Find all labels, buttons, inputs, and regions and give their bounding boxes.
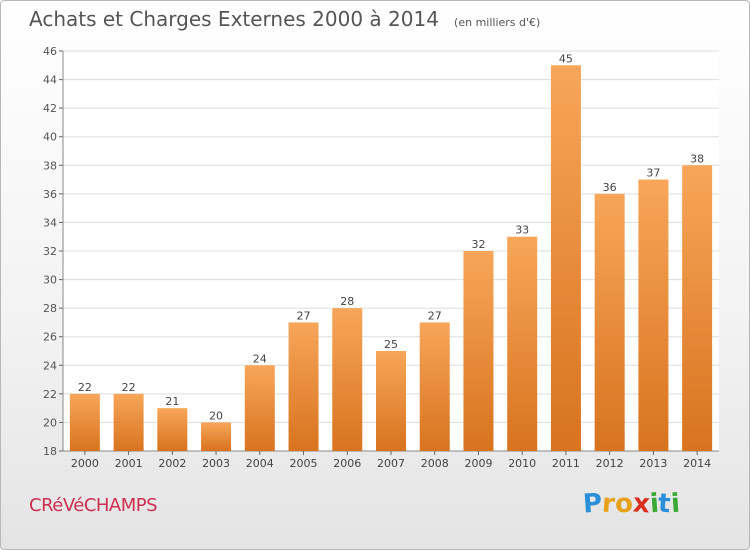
x-tick-label: 2005 xyxy=(290,457,318,470)
bar xyxy=(550,65,581,452)
bar xyxy=(157,408,188,451)
x-tick-label: 2000 xyxy=(71,457,99,470)
bar xyxy=(419,322,450,451)
data-label: 33 xyxy=(515,224,529,237)
data-label: 20 xyxy=(209,409,223,422)
y-tick-label: 40 xyxy=(43,131,57,144)
y-tick-label: 28 xyxy=(43,302,57,315)
data-label: 27 xyxy=(297,309,311,322)
data-label: 24 xyxy=(253,352,267,365)
proxiti-logo: Proxiti xyxy=(581,488,681,520)
bar xyxy=(638,179,669,452)
data-label: 21 xyxy=(165,395,179,408)
y-tick-label: 34 xyxy=(43,216,57,229)
bar xyxy=(113,393,144,451)
data-label: 38 xyxy=(690,152,704,165)
x-tick-label: 2002 xyxy=(158,457,186,470)
bar xyxy=(463,251,494,451)
y-tick-label: 32 xyxy=(43,245,57,258)
data-label: 27 xyxy=(428,309,442,322)
bar xyxy=(376,351,406,451)
logo-letter: i xyxy=(669,488,681,520)
x-tick-label: 2010 xyxy=(508,457,536,470)
x-tick-label: 2014 xyxy=(683,457,711,470)
bar xyxy=(682,165,713,452)
chart-subtitle: (en milliers d'€) xyxy=(454,16,541,29)
y-tick-label: 44 xyxy=(43,74,57,87)
bar xyxy=(332,308,363,451)
data-label: 28 xyxy=(340,295,354,308)
y-tick-label: 36 xyxy=(43,188,57,201)
bar xyxy=(594,193,625,451)
data-label: 45 xyxy=(559,52,573,65)
bar xyxy=(507,236,538,451)
x-tick-label: 2007 xyxy=(377,457,405,470)
x-tick-label: 2009 xyxy=(464,457,492,470)
x-tick-label: 2003 xyxy=(202,457,230,470)
bar xyxy=(69,393,100,451)
chart-title: Achats et Charges Externes 2000 à 2014 xyxy=(29,7,439,31)
data-label: 36 xyxy=(603,181,617,194)
y-tick-label: 30 xyxy=(43,274,57,287)
title-row: Achats et Charges Externes 2000 à 2014 (… xyxy=(29,7,540,31)
y-tick-label: 38 xyxy=(43,159,57,172)
data-label: 22 xyxy=(122,381,136,394)
place-name: CRéVéCHAMPS xyxy=(29,495,158,516)
bar xyxy=(288,322,319,451)
x-tick-label: 2013 xyxy=(639,457,667,470)
y-tick-label: 20 xyxy=(43,416,57,429)
x-tick-label: 2012 xyxy=(596,457,624,470)
y-tick-label: 26 xyxy=(43,331,57,344)
x-tick-label: 2008 xyxy=(421,457,449,470)
x-tick-label: 2006 xyxy=(333,457,361,470)
y-tick-label: 18 xyxy=(43,445,57,458)
x-tick-label: 2001 xyxy=(115,457,143,470)
bar xyxy=(244,365,275,451)
logo-letter: o xyxy=(613,488,634,520)
data-label: 22 xyxy=(78,381,92,394)
logo-letter: x xyxy=(631,488,651,520)
y-tick-label: 22 xyxy=(43,388,57,401)
data-label: 37 xyxy=(646,167,660,180)
y-tick-label: 42 xyxy=(43,102,57,115)
bar xyxy=(201,422,232,451)
data-label: 32 xyxy=(471,238,485,251)
y-tick-label: 24 xyxy=(43,359,57,372)
x-tick-label: 2004 xyxy=(246,457,274,470)
data-label: 25 xyxy=(384,338,398,351)
x-tick-label: 2011 xyxy=(552,457,580,470)
logo-letter: P xyxy=(581,488,604,520)
y-tick-label: 46 xyxy=(43,45,57,58)
